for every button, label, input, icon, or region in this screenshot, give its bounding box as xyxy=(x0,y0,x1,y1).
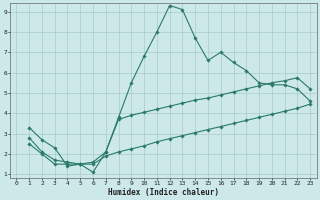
X-axis label: Humidex (Indice chaleur): Humidex (Indice chaleur) xyxy=(108,188,219,197)
